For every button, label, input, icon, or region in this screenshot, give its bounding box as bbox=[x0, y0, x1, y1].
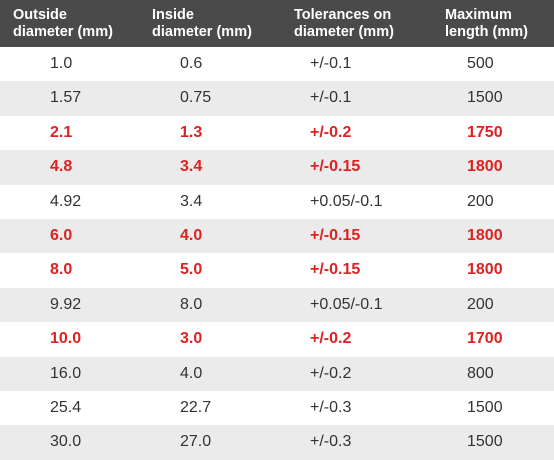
cell-outside-diameter: 16.0 bbox=[50, 364, 82, 382]
table-body: 1.0 0.6 +/-0.1 500 1.57 0.75 +/-0.1 1500 2.1 1.3 +… bbox=[0, 47, 554, 460]
cell-maximum-length: 1500 bbox=[467, 433, 503, 451]
cell-tolerance: +0.05/-0.1 bbox=[310, 192, 383, 210]
header-outside-diameter: Outside diameter (mm) bbox=[13, 7, 113, 40]
table-row: 8.0 5.0 +/-0.15 1800 bbox=[0, 253, 554, 287]
cell-tolerance: +/-0.2 bbox=[310, 123, 352, 141]
table-row: 1.0 0.6 +/-0.1 500 bbox=[0, 47, 554, 81]
cell-maximum-length: 500 bbox=[467, 55, 494, 72]
cell-outside-diameter: 4.92 bbox=[50, 192, 82, 210]
cell-tolerance: +/-0.1 bbox=[310, 55, 352, 72]
cell-maximum-length: 1500 bbox=[467, 89, 503, 107]
cell-inside-diameter: 4.0 bbox=[180, 226, 203, 244]
cell-tolerance: +/-0.15 bbox=[310, 158, 361, 176]
cell-tolerance: +/-0.3 bbox=[310, 433, 352, 451]
cell-maximum-length: 1700 bbox=[467, 330, 503, 348]
cell-inside-diameter: 8.0 bbox=[180, 295, 203, 313]
cell-inside-diameter: 27.0 bbox=[180, 433, 212, 451]
cell-inside-diameter: 1.3 bbox=[180, 123, 203, 141]
cell-maximum-length: 200 bbox=[467, 295, 494, 313]
cell-outside-diameter: 1.0 bbox=[50, 55, 73, 72]
cell-maximum-length: 200 bbox=[467, 192, 494, 210]
cell-tolerance: +/-0.2 bbox=[310, 364, 352, 382]
cell-inside-diameter: 0.6 bbox=[180, 55, 203, 72]
cell-tolerance: +/-0.15 bbox=[310, 226, 361, 244]
cell-maximum-length: 1800 bbox=[467, 226, 503, 244]
cell-maximum-length: 1800 bbox=[467, 261, 503, 279]
cell-inside-diameter: 4.0 bbox=[180, 364, 203, 382]
table-row: 4.92 3.4 +0.05/-0.1 200 bbox=[0, 185, 554, 219]
table-row: 25.4 22.7 +/-0.3 1500 bbox=[0, 391, 554, 425]
cell-tolerance: +/-0.2 bbox=[310, 330, 352, 348]
header-tolerances: Tolerances on diameter (mm) bbox=[294, 7, 394, 40]
cell-outside-diameter: 4.8 bbox=[50, 158, 73, 176]
table-row: 6.0 4.0 +/-0.15 1800 bbox=[0, 218, 554, 254]
header-inside-diameter: Inside diameter (mm) bbox=[152, 7, 252, 40]
cell-outside-diameter: 6.0 bbox=[50, 226, 73, 244]
cell-outside-diameter: 25.4 bbox=[50, 398, 82, 416]
cell-inside-diameter: 0.75 bbox=[180, 89, 212, 107]
table-header: Outside diameter (mm) Inside diameter (m… bbox=[0, 0, 554, 47]
cell-inside-diameter: 3.0 bbox=[180, 330, 203, 348]
cell-inside-diameter: 3.4 bbox=[180, 158, 203, 176]
table-row: 1.57 0.75 +/-0.1 1500 bbox=[0, 81, 554, 116]
cell-maximum-length: 800 bbox=[467, 364, 494, 382]
cell-maximum-length: 1500 bbox=[467, 398, 503, 416]
cell-maximum-length: 1800 bbox=[467, 158, 503, 176]
cell-maximum-length: 1750 bbox=[467, 123, 503, 141]
cell-inside-diameter: 5.0 bbox=[180, 261, 203, 279]
cell-tolerance: +0.05/-0.1 bbox=[310, 295, 383, 313]
cell-outside-diameter: 2.1 bbox=[50, 123, 73, 141]
cell-tolerance: +/-0.1 bbox=[310, 89, 352, 107]
table-row: 4.8 3.4 +/-0.15 1800 bbox=[0, 150, 554, 185]
table-row: 9.92 8.0 +0.05/-0.1 200 bbox=[0, 287, 554, 323]
cell-outside-diameter: 8.0 bbox=[50, 261, 73, 279]
cell-outside-diameter: 10.0 bbox=[50, 330, 82, 348]
table-row: 30.0 27.0 +/-0.3 1500 bbox=[0, 425, 554, 460]
cell-inside-diameter: 22.7 bbox=[180, 398, 212, 416]
cell-inside-diameter: 3.4 bbox=[180, 192, 203, 210]
cell-tolerance: +/-0.3 bbox=[310, 398, 352, 416]
cell-outside-diameter: 1.57 bbox=[50, 89, 82, 107]
cell-outside-diameter: 30.0 bbox=[50, 433, 82, 451]
cell-tolerance: +/-0.15 bbox=[310, 261, 361, 279]
table-row: 10.0 3.0 +/-0.2 1700 bbox=[0, 322, 554, 356]
cell-outside-diameter: 9.92 bbox=[50, 295, 82, 313]
header-maximum-length: Maximum length (mm) bbox=[445, 7, 528, 40]
table-row: 16.0 4.0 +/-0.2 800 bbox=[0, 356, 554, 391]
table-row: 2.1 1.3 +/-0.2 1750 bbox=[0, 116, 554, 150]
